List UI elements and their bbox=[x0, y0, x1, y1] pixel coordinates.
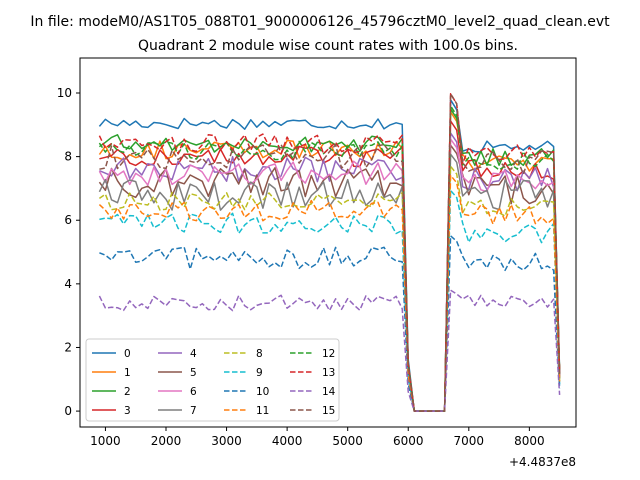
x-tick-label: 6000 bbox=[393, 434, 424, 448]
legend-box bbox=[85, 338, 340, 422]
y-tick-label: 8 bbox=[64, 150, 72, 164]
y-tick-label: 0 bbox=[64, 404, 72, 418]
x-tick-label: 7000 bbox=[454, 434, 485, 448]
legend-label-15: 15 bbox=[322, 405, 335, 417]
legend-label-2: 2 bbox=[124, 386, 131, 398]
legend-label-3: 3 bbox=[124, 405, 131, 417]
series-line-10 bbox=[99, 235, 561, 412]
series-line-11 bbox=[98, 174, 561, 412]
legend-label-13: 13 bbox=[322, 367, 335, 379]
series-line-8 bbox=[98, 165, 561, 412]
series-line-3 bbox=[99, 120, 561, 412]
series-line-15 bbox=[99, 93, 561, 412]
y-tick-label: 4 bbox=[64, 277, 72, 291]
legend-label-9: 9 bbox=[256, 367, 263, 379]
series-line-7 bbox=[98, 153, 561, 412]
series-layer bbox=[98, 93, 561, 412]
series-line-14 bbox=[98, 289, 561, 412]
y-axis: 0 2 4 6 8 10 bbox=[57, 86, 80, 418]
legend-label-0: 0 bbox=[124, 348, 131, 360]
figure-suptitle: In file: modeM0/AS1T05_088T01_9000006126… bbox=[30, 14, 610, 30]
y-tick-label: 6 bbox=[64, 213, 72, 227]
x-tick-label: 3000 bbox=[211, 434, 242, 448]
series-line-6 bbox=[98, 138, 561, 412]
y-tick-label: 2 bbox=[64, 340, 72, 354]
legend-label-10: 10 bbox=[256, 386, 269, 398]
x-tick-label: 1000 bbox=[90, 434, 121, 448]
legend-label-4: 4 bbox=[190, 348, 197, 360]
axes-frame bbox=[79, 57, 577, 428]
x-axis: 1000 2000 3000 4000 5000 6000 7000 8000 bbox=[90, 427, 545, 448]
x-tick-label: 2000 bbox=[151, 434, 182, 448]
series-line-4 bbox=[99, 132, 561, 412]
chart-title: Quadrant 2 module wise count rates with … bbox=[138, 38, 518, 54]
legend-label-11: 11 bbox=[256, 405, 269, 417]
legend-label-8: 8 bbox=[256, 348, 263, 360]
legend-label-7: 7 bbox=[190, 405, 197, 417]
x-offset-label: +4.4837e8 bbox=[509, 455, 576, 469]
legend-label-1: 1 bbox=[124, 367, 131, 379]
x-tick-label: 5000 bbox=[332, 434, 363, 448]
x-tick-label: 4000 bbox=[272, 434, 303, 448]
y-tick-label: 10 bbox=[57, 86, 72, 100]
legend-label-14: 14 bbox=[322, 386, 336, 398]
legend-label-12: 12 bbox=[322, 348, 335, 360]
series-line-9 bbox=[99, 189, 561, 412]
series-line-0 bbox=[98, 99, 561, 412]
legend-label-6: 6 bbox=[190, 386, 197, 398]
series-line-13 bbox=[98, 93, 561, 412]
x-tick-label: 8000 bbox=[514, 434, 545, 448]
legend-label-5: 5 bbox=[190, 367, 197, 379]
